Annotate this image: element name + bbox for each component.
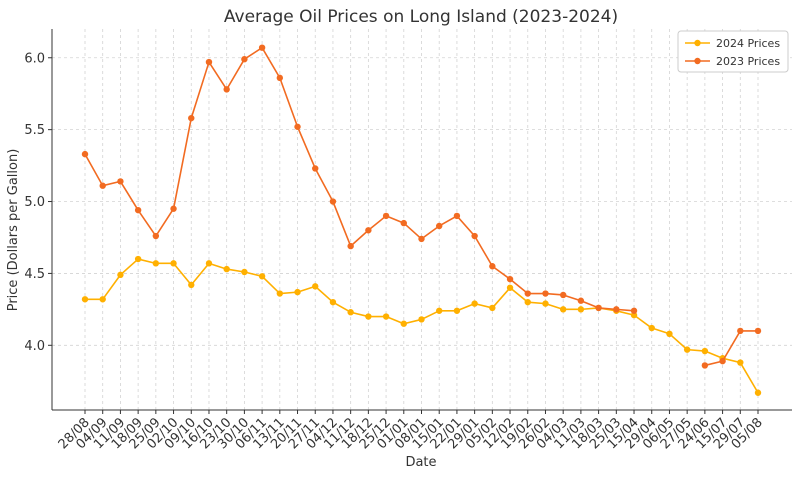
data-point	[719, 357, 726, 365]
data-point	[258, 273, 266, 280]
legend: 2024 Prices 2023 Prices	[677, 30, 789, 73]
data-point	[630, 307, 638, 314]
y-axis-label: Price (Dollars per Gallon)	[6, 149, 21, 312]
tick-labels: 4.04.55.05.56.028/0804/0911/0918/0925/09…	[24, 51, 766, 452]
legend-label: 2023 Prices	[716, 55, 780, 68]
data-point	[134, 255, 142, 263]
data-point	[382, 212, 390, 220]
data-point	[524, 298, 531, 306]
data-point	[595, 304, 602, 312]
data-point	[294, 288, 301, 296]
legend-swatch-marker	[694, 57, 701, 65]
series-lines	[81, 44, 762, 396]
y-tick-label: 5.5	[24, 123, 45, 138]
data-point	[506, 275, 514, 283]
data-point	[400, 219, 407, 227]
axes	[48, 29, 792, 414]
data-point	[453, 307, 461, 314]
data-point	[170, 205, 177, 212]
data-point	[506, 284, 514, 291]
x-axis-label: Date	[405, 455, 436, 470]
data-point	[81, 150, 89, 158]
data-point	[205, 260, 213, 267]
data-point	[223, 265, 230, 273]
data-point	[489, 304, 496, 312]
data-point	[365, 227, 372, 234]
data-point	[188, 114, 195, 122]
data-point	[542, 290, 549, 297]
data-point	[737, 359, 744, 366]
data-point	[436, 222, 443, 230]
data-point	[400, 320, 407, 327]
data-point	[542, 300, 549, 307]
data-point	[99, 182, 106, 189]
data-point	[188, 281, 195, 289]
data-point	[294, 123, 301, 130]
data-point	[471, 232, 478, 240]
data-point	[205, 58, 213, 66]
data-point	[418, 235, 425, 243]
data-point	[170, 260, 177, 267]
data-point	[524, 290, 531, 297]
data-point	[152, 260, 160, 267]
data-point	[258, 44, 266, 51]
data-point	[117, 271, 124, 279]
data-point	[754, 389, 762, 396]
data-point	[577, 306, 585, 313]
data-point	[683, 346, 691, 353]
data-point	[117, 178, 124, 185]
data-point	[489, 263, 496, 270]
data-point	[81, 296, 89, 303]
data-point	[276, 290, 284, 297]
data-point	[329, 298, 337, 306]
legend-swatch-marker	[694, 39, 701, 47]
data-point	[382, 313, 390, 320]
data-point	[241, 268, 248, 276]
data-point	[312, 165, 319, 172]
data-point	[241, 55, 248, 63]
data-point	[701, 347, 709, 355]
data-point	[418, 316, 425, 323]
series-2024-prices	[81, 255, 762, 396]
data-point	[453, 212, 461, 220]
data-point	[471, 300, 478, 307]
series-2023-prices	[81, 44, 762, 369]
data-point	[701, 362, 709, 369]
y-tick-label: 4.0	[24, 339, 45, 354]
data-point	[436, 307, 443, 314]
data-point	[276, 74, 284, 82]
chart-title: Average Oil Prices on Long Island (2023-…	[224, 7, 618, 27]
data-point	[99, 296, 106, 303]
data-point	[152, 232, 160, 240]
data-point	[347, 242, 354, 250]
y-tick-label: 5.0	[24, 195, 45, 210]
data-point	[329, 198, 337, 205]
data-point	[347, 309, 354, 316]
data-point	[666, 330, 673, 337]
data-point	[577, 297, 585, 304]
data-point	[365, 313, 372, 320]
data-point	[613, 306, 620, 313]
data-point	[223, 86, 230, 93]
data-point	[754, 327, 762, 335]
data-point	[134, 206, 142, 214]
data-point	[648, 324, 655, 332]
grid-lines	[52, 29, 792, 410]
data-point	[312, 283, 319, 290]
data-point	[737, 327, 744, 335]
legend-label: 2024 Prices	[716, 37, 780, 50]
y-tick-label: 6.0	[24, 51, 45, 66]
data-point	[559, 291, 567, 299]
data-point	[559, 306, 567, 313]
y-tick-label: 4.5	[24, 267, 45, 282]
